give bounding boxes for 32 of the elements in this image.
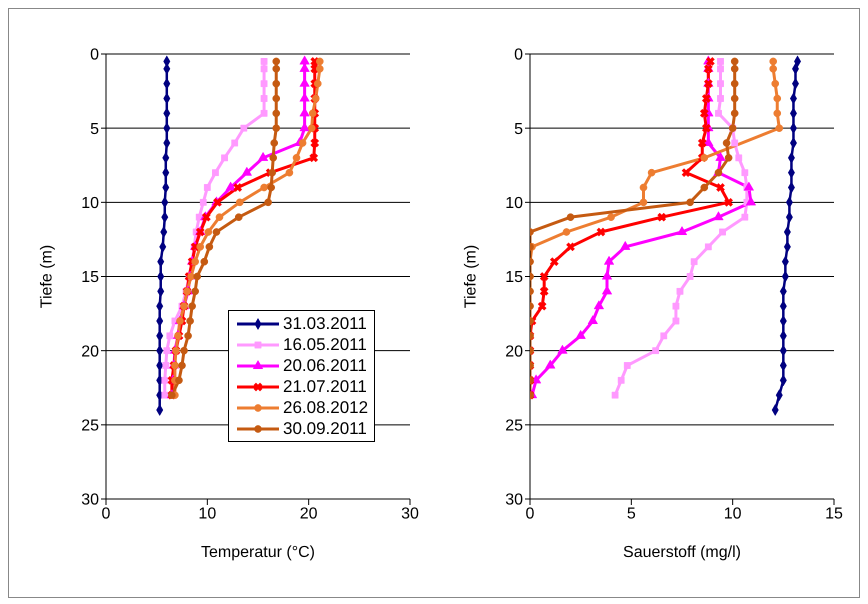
legend-label: 16.05.2011 [283,334,367,354]
x-tick-label: 5 [626,505,636,522]
y-axis-title: Tiefe (m) [462,244,480,308]
legend-label: 20.06.2011 [283,356,367,376]
y-tick-label: 25 [81,418,100,435]
y-tick-label: 20 [81,343,100,360]
x-tick-label: 30 [401,505,419,522]
x-tick-label: 15 [825,505,843,522]
y-tick-label: 0 [514,46,524,64]
x-tick-label: 20 [300,505,318,522]
x-axis-title: Sauerstoff (mg/l) [623,544,741,561]
y-tick-label: 10 [81,195,100,212]
x-axis-title: Temperatur (°C) [201,544,315,561]
y-tick-label: 30 [81,492,100,509]
y-tick-label: 10 [505,195,524,212]
legend-label: 30.09.2011 [283,418,367,438]
x-tick-label: 10 [724,505,742,522]
y-tick-label: 15 [505,269,524,286]
x-tick-label: 10 [198,505,216,522]
legend-label: 21.07.2011 [283,376,367,396]
y-tick-label: 5 [90,120,100,138]
y-tick-label: 5 [514,120,524,138]
y-axis-title: Tiefe (m) [38,244,56,308]
x-tick-label: 0 [102,505,111,522]
y-tick-label: 15 [81,269,100,286]
legend-label: 31.03.2011 [283,314,367,334]
legend-label: 26.08.2012 [283,398,368,418]
y-tick-label: 20 [505,343,524,360]
x-tick-label: 0 [526,505,535,522]
y-tick-label: 0 [90,46,100,64]
y-tick-label: 25 [505,418,524,435]
y-tick-label: 30 [505,492,524,509]
